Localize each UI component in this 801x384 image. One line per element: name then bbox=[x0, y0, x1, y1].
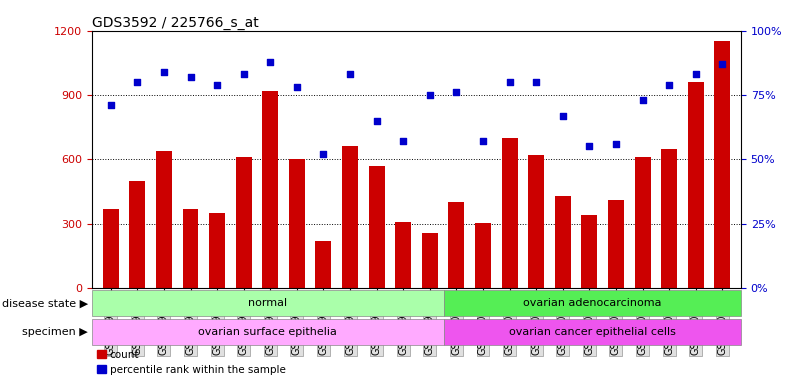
Point bbox=[104, 102, 117, 108]
Point bbox=[583, 143, 596, 149]
Bar bbox=[449, 202, 465, 288]
Bar bbox=[262, 91, 278, 288]
Bar bbox=[129, 181, 145, 288]
Point bbox=[184, 74, 197, 80]
FancyBboxPatch shape bbox=[92, 319, 444, 345]
Text: GDS3592 / 225766_s_at: GDS3592 / 225766_s_at bbox=[92, 16, 259, 30]
Bar bbox=[501, 138, 517, 288]
Text: specimen ▶: specimen ▶ bbox=[22, 327, 88, 337]
FancyBboxPatch shape bbox=[444, 319, 741, 345]
Bar bbox=[289, 159, 305, 288]
FancyBboxPatch shape bbox=[92, 290, 444, 316]
Point bbox=[716, 61, 729, 67]
Point bbox=[529, 79, 542, 85]
Point bbox=[396, 138, 409, 144]
Point bbox=[503, 79, 516, 85]
Bar bbox=[475, 223, 491, 288]
Point bbox=[557, 113, 570, 119]
Bar bbox=[156, 151, 172, 288]
Legend: count, percentile rank within the sample: count, percentile rank within the sample bbox=[98, 350, 286, 375]
Bar bbox=[528, 155, 544, 288]
Text: normal: normal bbox=[248, 298, 288, 308]
Point bbox=[344, 71, 356, 78]
Point bbox=[317, 151, 330, 157]
Point bbox=[636, 97, 649, 103]
Bar bbox=[661, 149, 677, 288]
Bar bbox=[235, 157, 252, 288]
Text: disease state ▶: disease state ▶ bbox=[2, 298, 88, 308]
Bar bbox=[634, 157, 650, 288]
Text: ovarian surface epithelia: ovarian surface epithelia bbox=[199, 327, 337, 337]
FancyBboxPatch shape bbox=[444, 290, 741, 316]
Point bbox=[370, 118, 383, 124]
Point bbox=[211, 82, 223, 88]
Bar bbox=[555, 196, 571, 288]
Bar bbox=[103, 209, 119, 288]
Bar bbox=[316, 241, 332, 288]
Point bbox=[158, 69, 171, 75]
Point bbox=[662, 82, 675, 88]
Point bbox=[237, 71, 250, 78]
Point bbox=[450, 89, 463, 96]
Point bbox=[131, 79, 143, 85]
Bar bbox=[183, 209, 199, 288]
Point bbox=[291, 84, 304, 90]
Bar bbox=[608, 200, 624, 288]
Point bbox=[477, 138, 489, 144]
Bar bbox=[395, 222, 411, 288]
Text: ovarian adenocarcinoma: ovarian adenocarcinoma bbox=[523, 298, 662, 308]
Bar bbox=[342, 146, 358, 288]
Bar bbox=[209, 213, 225, 288]
Point bbox=[610, 141, 622, 147]
Point bbox=[424, 92, 437, 98]
Point bbox=[264, 58, 276, 65]
Bar bbox=[714, 41, 731, 288]
Bar bbox=[688, 82, 704, 288]
Text: ovarian cancer epithelial cells: ovarian cancer epithelial cells bbox=[509, 327, 676, 337]
Bar bbox=[368, 166, 384, 288]
Point bbox=[690, 71, 702, 78]
Bar bbox=[422, 233, 438, 288]
Bar bbox=[582, 215, 598, 288]
